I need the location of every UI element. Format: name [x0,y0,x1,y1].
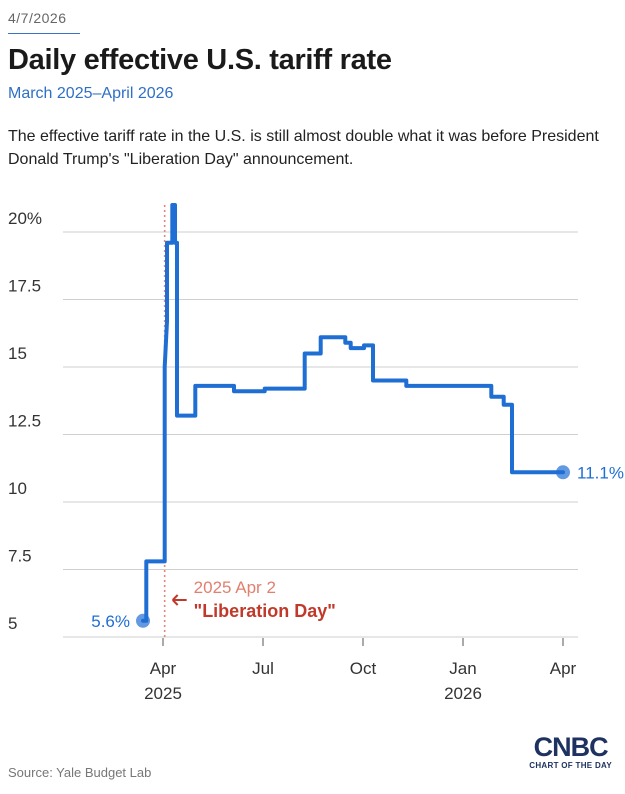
start-value-label: 5.6% [91,612,130,631]
chart-subtitle: March 2025–April 2026 [8,85,174,102]
date-label: 4/7/2026 [8,10,67,26]
y-tick-label: 12.5 [8,412,41,431]
x-tick-label: Apr [150,659,177,678]
y-tick-label: 15 [8,344,27,363]
y-tick-label: 7.5 [8,547,32,566]
end-point-marker [556,465,570,480]
end-value-label: 11.1% [577,463,624,482]
brand-name: CNBC [533,732,609,762]
y-tick-label: 5 [8,614,17,633]
x-tick-year-label: 2025 [144,684,182,703]
annotation-arrow-icon [171,594,187,606]
date-divider [8,33,80,34]
source-note: Source: Yale Budget Lab [8,765,152,780]
x-tick-label: Jan [449,659,476,678]
annotation-event-label: "Liberation Day" [194,601,336,621]
y-tick-label: 10 [8,479,27,498]
chart-description: The effective tariff rate in the U.S. is… [8,128,599,168]
cnbc-logo: CNBC CHART OF THE DAY [529,733,612,770]
annotation-date-label: 2025 Apr 2 [194,578,276,597]
tariff-rate-line [141,203,565,623]
x-tick-label: Oct [350,659,377,678]
start-point-marker [136,613,150,628]
x-tick-label: Jul [252,659,274,678]
y-tick-label: 20% [8,209,42,228]
chart-title: Daily effective U.S. tariff rate [8,44,392,76]
x-tick-year-label: 2026 [444,684,482,703]
x-tick-label: Apr [550,659,577,678]
brand-subtitle: CHART OF THE DAY [529,761,612,770]
y-tick-label: 17.5 [8,277,41,296]
